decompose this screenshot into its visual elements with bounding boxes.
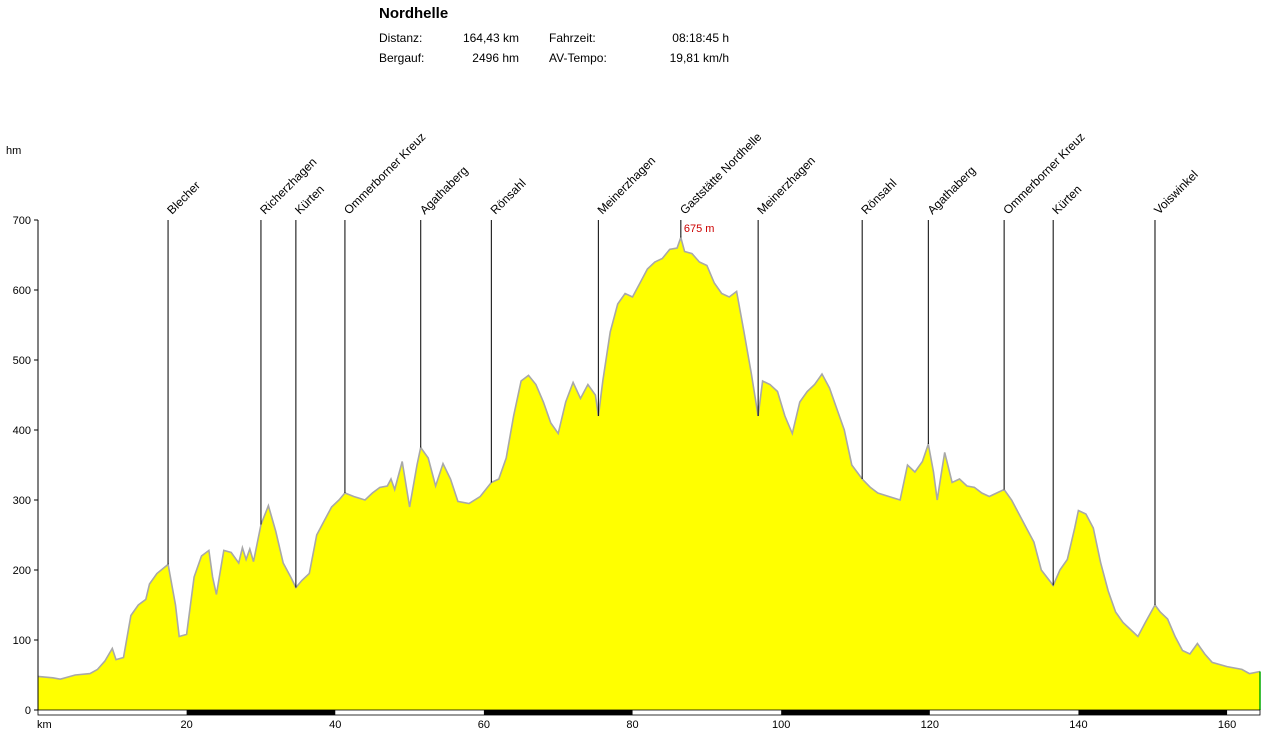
- waypoint-label: Ommerborner Kreuz: [1000, 130, 1087, 217]
- elevation-area-layer: [37, 234, 1261, 710]
- x-tick-label: 100: [772, 719, 790, 731]
- chart-title: Nordhelle: [379, 5, 449, 22]
- x-tick-label: 140: [1069, 719, 1087, 731]
- y-axis-unit: hm: [6, 145, 21, 157]
- y-tick-label: 100: [13, 635, 31, 647]
- waypoint-label: Blecher: [164, 178, 203, 217]
- climb-value: 2496 hm: [472, 51, 519, 65]
- elevation-area: [38, 237, 1260, 710]
- x-axis-unit: km: [37, 719, 52, 731]
- y-tick-label: 700: [13, 215, 31, 227]
- speed-value: 19,81 km/h: [669, 51, 729, 65]
- x-tick-label: 120: [921, 719, 939, 731]
- elevation-line: [37, 234, 1261, 681]
- x-axis-band: [483, 710, 633, 715]
- y-tick-label: 200: [13, 565, 31, 577]
- waypoint-label: Meinerzhagen: [754, 153, 818, 217]
- waypoint-label: Voiswinkel: [1151, 168, 1201, 218]
- x-axis-bar: [37, 709, 1261, 716]
- x-tick-label: 40: [329, 719, 341, 731]
- x-tick-label: 80: [626, 719, 638, 731]
- waypoint-label: Rönsahl: [858, 176, 899, 217]
- x-axis-band: [186, 710, 336, 715]
- axis-layer: 0 100 200 300 400 500 600 700 20 40 60 80 100 120 140 1…: [13, 215, 1261, 731]
- y-tick-label: 600: [13, 285, 31, 297]
- waypoint-label: Kürten: [1049, 182, 1084, 217]
- distance-value: 164,43 km: [462, 31, 519, 45]
- waypoint-label: Kürten: [292, 182, 327, 217]
- peak-label: 675 m: [684, 223, 715, 235]
- waypoint-label: Gaststätte Nordhelle: [677, 130, 764, 217]
- time-value: 08:18:45 h: [672, 31, 729, 45]
- distance-label: Distanz:: [379, 31, 423, 45]
- waypoint-label: Ommerborner Kreuz: [341, 130, 428, 217]
- y-tick-label: 300: [13, 495, 31, 507]
- y-tick-label: 400: [13, 425, 31, 437]
- x-tick-label: 60: [478, 719, 490, 731]
- y-tick-label: 500: [13, 355, 31, 367]
- waypoint-label: Rönsahl: [488, 176, 529, 217]
- speed-label: AV-Tempo:: [549, 51, 607, 65]
- climb-label: Bergauf:: [379, 51, 425, 65]
- waypoint-label: Agathaberg: [417, 163, 471, 217]
- x-axis-band: [781, 710, 930, 715]
- waypoint-label: Meinerzhagen: [595, 153, 659, 217]
- x-axis-band: [1078, 710, 1228, 715]
- x-tick-label: 160: [1218, 719, 1236, 731]
- waypoint-label: Agathaberg: [925, 163, 979, 217]
- y-tick-label: 0: [25, 705, 31, 717]
- time-label: Fahrzeit:: [549, 31, 596, 45]
- x-tick-label: 20: [181, 719, 193, 731]
